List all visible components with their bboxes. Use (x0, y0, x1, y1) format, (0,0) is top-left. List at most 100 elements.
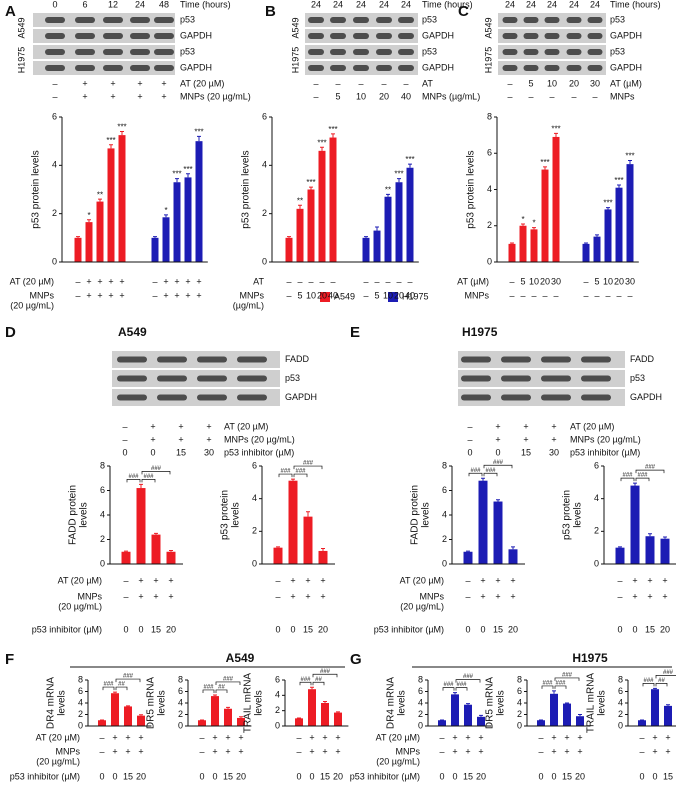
row-cell: + (238, 746, 243, 756)
y-tick-label: 0 (262, 256, 267, 266)
row-cell: 20 (318, 624, 328, 634)
condition-cell: 5 (335, 91, 340, 101)
bracket-label: ### (300, 677, 311, 683)
y-tick-label: 8 (487, 111, 492, 121)
band (197, 356, 227, 363)
significance-bracket (483, 472, 498, 477)
band (330, 49, 346, 55)
row-cell: 15 (463, 771, 473, 781)
band (461, 394, 491, 401)
y-tick-label: 4 (52, 160, 57, 170)
y-tick-label: 4 (78, 697, 83, 707)
bracket-label: ### (203, 685, 214, 691)
row-cell: – (99, 746, 104, 756)
row-cell: + (86, 276, 91, 286)
bar (438, 720, 446, 726)
row-cell: – (363, 290, 368, 300)
row-label: MNPs (30, 290, 55, 300)
significance-label: *** (614, 176, 623, 185)
bar (395, 182, 403, 262)
lane-title: Time (hours) (422, 0, 473, 9)
bar (107, 148, 115, 262)
row-cell: – (296, 732, 301, 742)
band (117, 394, 147, 401)
significance-bracket (635, 469, 665, 474)
error-bar (139, 714, 143, 716)
y-tick-label: 2 (442, 534, 447, 544)
band (330, 33, 346, 39)
bracket-label: ### (280, 469, 291, 475)
y-axis-label: p53 protein (220, 490, 231, 540)
bar (296, 208, 304, 262)
row-cell: + (322, 746, 327, 756)
condition-cell: – (358, 78, 363, 88)
row-cell: – (75, 290, 80, 300)
bar (630, 485, 640, 564)
row-cell: 15 (645, 624, 655, 634)
blot-strip (112, 370, 280, 387)
row-cell: + (564, 746, 569, 756)
y-axis-label: DR4 mRNA (46, 677, 57, 730)
bar (660, 538, 670, 564)
bar (151, 237, 159, 262)
row-label: AT (20 µM) (36, 732, 80, 742)
band (353, 17, 369, 23)
panel-label: G (350, 651, 362, 668)
row-cell: – (330, 276, 335, 286)
y-tick-label: 4 (487, 184, 492, 194)
y-tick-label: 8 (442, 460, 447, 470)
error-bar (543, 166, 547, 170)
error-bar (496, 499, 500, 502)
error-bar (552, 690, 556, 694)
row-cell: 0 (439, 771, 444, 781)
significance-bracket (655, 682, 668, 687)
error-bar (653, 687, 657, 690)
lane-label: 48 (159, 0, 169, 9)
band (587, 49, 603, 55)
condition-label: AT (422, 78, 433, 88)
bar (493, 501, 503, 564)
band-label: p53 (630, 373, 645, 383)
y-tick-label: 2 (594, 526, 599, 536)
bracket-label: ### (443, 682, 454, 688)
condition-cell: – (335, 78, 340, 88)
y-tick-label: 4 (178, 697, 183, 707)
band (376, 17, 392, 23)
row-cell: – (531, 290, 536, 300)
bracket-label: ### (151, 466, 162, 472)
y-axis-label: p53 protein levels (466, 150, 477, 228)
row-cell: 40 (405, 290, 415, 300)
y-tick-label: 4 (252, 493, 257, 503)
condition-cell: + (110, 78, 115, 88)
row-cell: 0 (465, 624, 470, 634)
y-tick-label: 4 (275, 690, 280, 700)
blot-strip (112, 351, 280, 368)
y-tick-label: 4 (262, 160, 267, 170)
bar (329, 137, 337, 262)
band (461, 375, 491, 382)
y-tick-label: 6 (442, 485, 447, 495)
error-bar (310, 686, 314, 690)
y-axis-label: p53 protein (562, 490, 573, 540)
row-cell: – (199, 732, 204, 742)
significance-bracket (115, 686, 128, 691)
y-axis-label: levels (597, 690, 608, 716)
error-bar (109, 144, 113, 149)
y-tick-label: 4 (517, 697, 522, 707)
bar (173, 182, 181, 262)
row-cell: + (309, 746, 314, 756)
row-cell: 20 (476, 771, 486, 781)
y-tick-label: 2 (262, 208, 267, 218)
error-bar (618, 546, 622, 548)
bracket-label: ### (470, 468, 481, 474)
bar (406, 167, 414, 262)
condition-cell: 0 (467, 447, 472, 457)
band (130, 65, 150, 71)
row-cell: + (138, 732, 143, 742)
bar (334, 712, 342, 726)
significance-label: ** (385, 185, 391, 194)
condition-cell: 20 (379, 91, 389, 101)
significance-label: *** (317, 138, 326, 147)
bar (273, 547, 283, 564)
